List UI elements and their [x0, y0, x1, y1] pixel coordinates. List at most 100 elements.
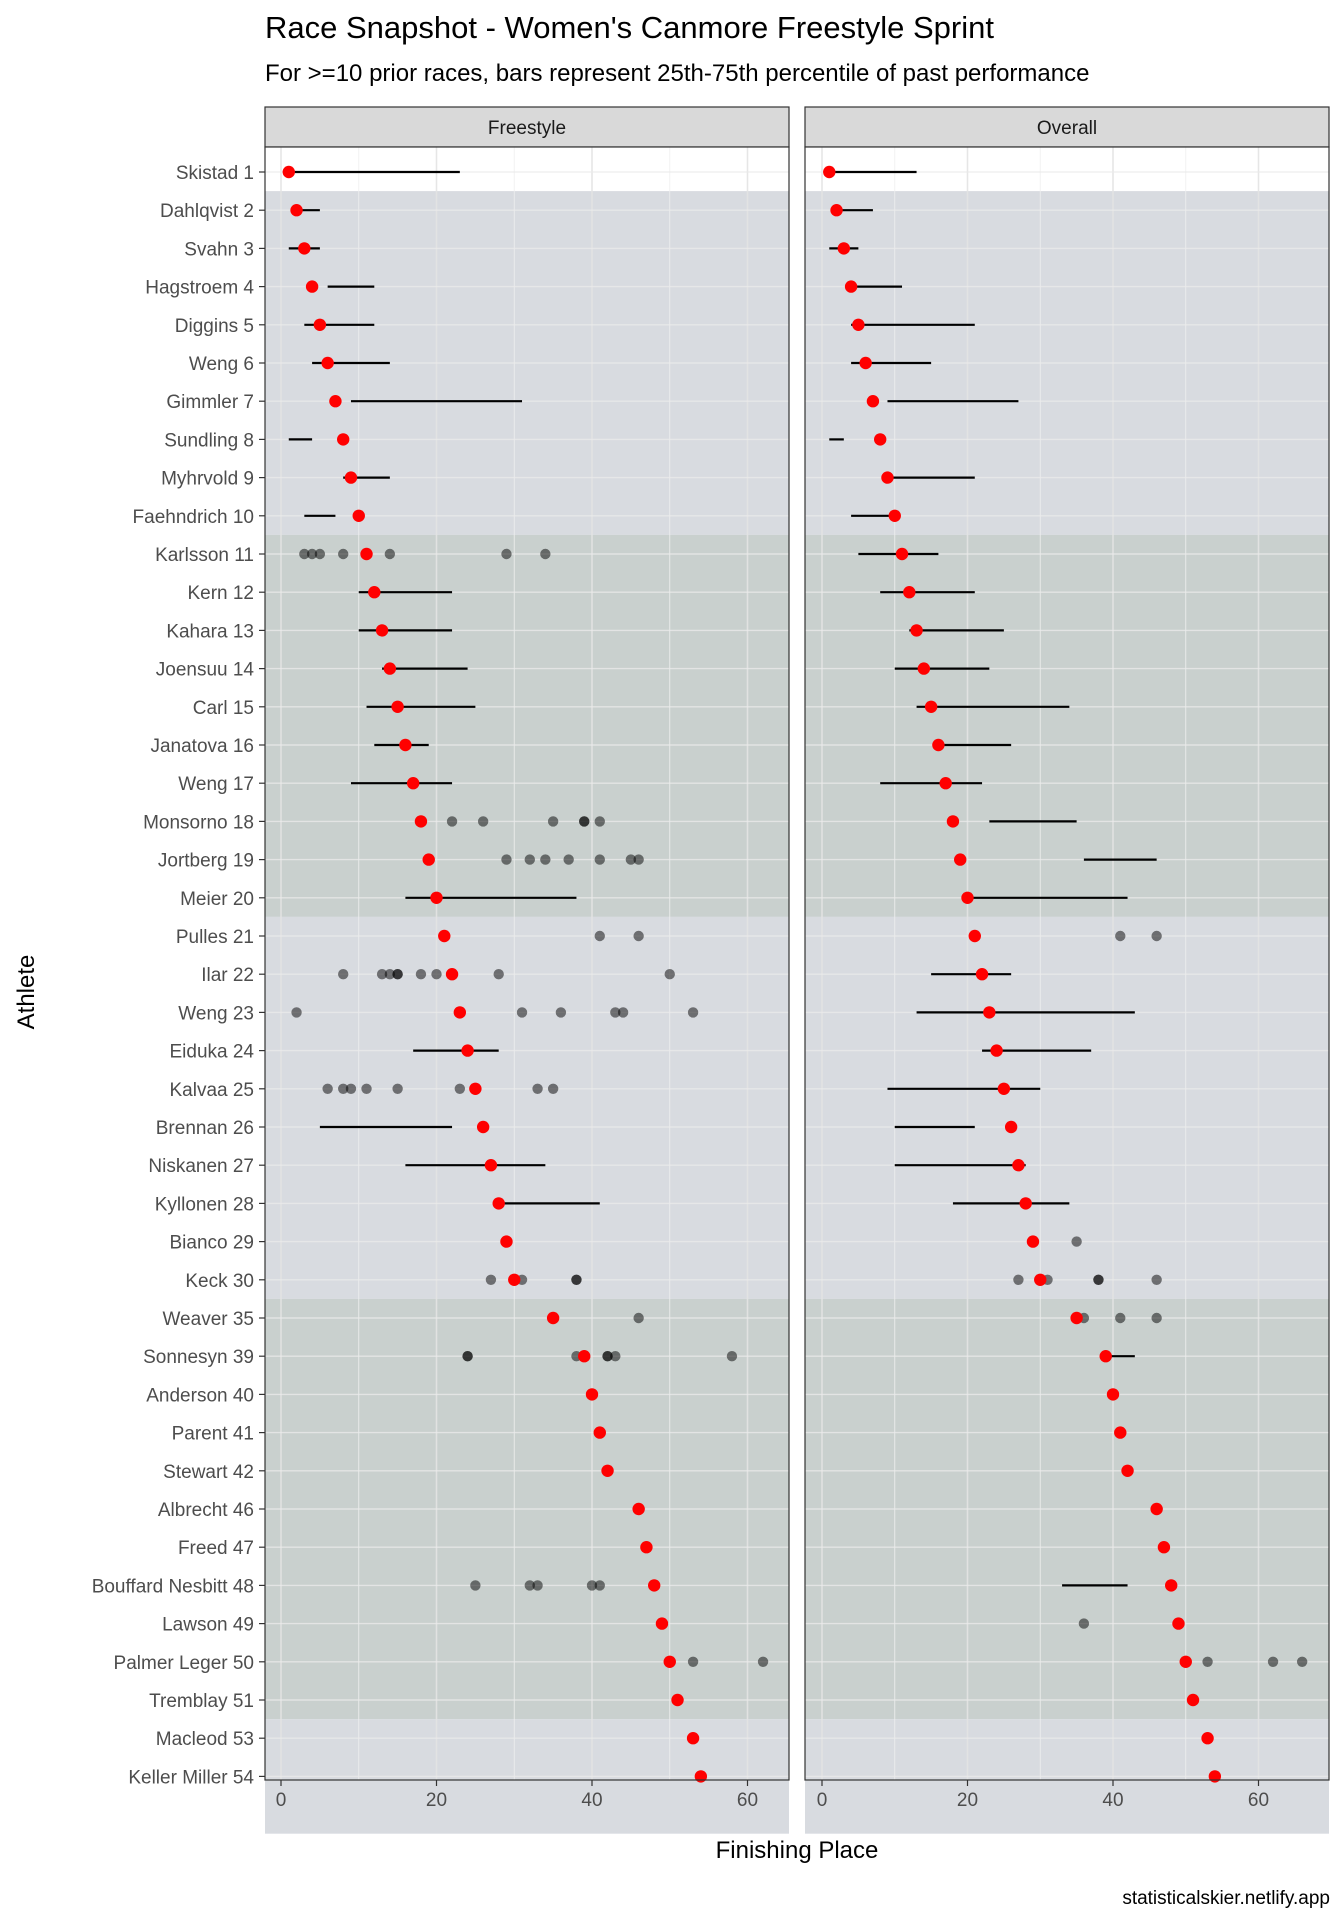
current-place-point: [578, 1350, 591, 1363]
current-place-point: [924, 700, 938, 713]
past-result-point: [1202, 1656, 1213, 1668]
caption: statisticalskier.netlify.app: [1122, 1888, 1330, 1909]
past-result-point: [516, 1007, 528, 1018]
past-result-point: [625, 854, 637, 865]
y-tick-label: Myhrvold 9: [161, 469, 254, 490]
current-place-point: [954, 853, 967, 866]
past-result-point: [586, 1580, 598, 1591]
past-result-point: [384, 548, 396, 560]
y-tick-label: Freed 47: [178, 1538, 254, 1559]
facets: Freestyle 0 20 40 60 Overall 0 20 40 60: [264, 106, 1330, 1834]
y-tick-label: Weng 6: [189, 354, 254, 375]
current-place-point: [391, 700, 404, 713]
current-place-point: [1179, 1655, 1192, 1669]
y-tick-label: Kahara 13: [166, 621, 254, 642]
past-result-point: [338, 548, 349, 560]
current-place-point: [430, 891, 443, 904]
past-result-point: [322, 1083, 333, 1095]
current-place-point: [1012, 1159, 1025, 1172]
y-tick-label: Bianco 29: [169, 1233, 254, 1254]
facet-freestyle: Freestyle 0 20 40 60: [264, 106, 790, 1834]
y-tick-label: Joensuu 14: [156, 660, 255, 681]
past-result-point: [446, 816, 458, 827]
past-result-point: [594, 816, 605, 827]
current-place-point: [648, 1579, 661, 1592]
current-place-point: [313, 318, 327, 331]
current-place-point: [1034, 1273, 1047, 1287]
past-result-point: [571, 1274, 582, 1286]
past-result-point: [547, 816, 559, 827]
current-place-point: [1165, 1579, 1178, 1592]
past-result-point: [633, 1312, 644, 1324]
past-result-point: [633, 854, 644, 865]
past-result-point: [361, 1083, 372, 1095]
y-tick-label: Diggins 5: [175, 316, 254, 337]
y-tick-label: Faehndrich 10: [133, 507, 254, 528]
past-result-point: [1071, 1236, 1082, 1247]
x-tick-label: 60: [1248, 1790, 1269, 1811]
past-result-point: [687, 1007, 699, 1018]
current-place-point: [282, 165, 295, 179]
y-tick-label: Gimmler 7: [166, 392, 254, 413]
panel-border: [804, 146, 1330, 1781]
past-result-point: [376, 969, 388, 980]
y-tick-label: Palmer Leger 50: [114, 1653, 254, 1674]
current-place-point: [422, 853, 435, 866]
past-result-point: [524, 854, 535, 865]
current-place-point: [492, 1197, 505, 1210]
current-place-point: [663, 1655, 676, 1669]
current-place-point: [932, 738, 945, 752]
past-result-point: [617, 1007, 629, 1018]
current-place-point: [1106, 1388, 1120, 1401]
y-tick-label: Weaver 35: [162, 1309, 254, 1330]
y-tick-label: Sonnesyn 39: [143, 1347, 254, 1368]
past-result-point: [485, 1274, 497, 1286]
past-result-point: [594, 1580, 605, 1591]
y-tick-label: Pulles 21: [176, 927, 254, 948]
current-place-point: [997, 1082, 1011, 1096]
current-place-point: [1150, 1502, 1163, 1516]
current-place-point: [640, 1541, 653, 1554]
facet-overall: Overall 0 20 40 60: [804, 106, 1330, 1834]
current-place-point: [352, 509, 365, 522]
current-place-point: [686, 1732, 700, 1745]
y-tick-label: Weng 17: [178, 774, 254, 795]
current-place-point: [910, 624, 923, 637]
current-place-point: [453, 1006, 467, 1019]
current-place-point: [476, 1120, 490, 1134]
current-place-point: [694, 1770, 708, 1783]
y-tick-label: Anderson 40: [146, 1385, 254, 1406]
strip-overall: [804, 106, 1330, 148]
current-place-point: [859, 356, 872, 370]
past-result-point: [1267, 1656, 1279, 1668]
current-place-point: [344, 471, 358, 484]
current-place-point: [1099, 1350, 1112, 1363]
past-result-point: [1151, 1312, 1162, 1324]
past-result-point: [1093, 1274, 1104, 1286]
y-tick-label: Albrecht 46: [158, 1500, 254, 1521]
past-result-point: [1013, 1274, 1024, 1286]
current-place-point: [508, 1273, 521, 1287]
current-place-point: [881, 471, 894, 484]
current-place-point: [399, 738, 412, 752]
current-place-point: [917, 662, 931, 675]
current-place-point: [360, 547, 373, 561]
y-tick-label: Karlsson 11: [155, 545, 254, 566]
y-tick-label: Lawson 49: [162, 1615, 254, 1636]
current-place-point: [837, 242, 851, 255]
current-place-point: [337, 433, 350, 446]
past-result-point: [1115, 1312, 1126, 1324]
past-result-point: [726, 1351, 738, 1362]
current-place-point: [601, 1464, 614, 1478]
current-place-point: [844, 280, 858, 293]
current-place-point: [500, 1235, 513, 1248]
past-result-point: [454, 1083, 466, 1095]
past-result-point: [532, 1580, 543, 1591]
x-axis-title: Finishing Place: [716, 1837, 879, 1864]
past-result-point: [1296, 1656, 1308, 1668]
past-result-point: [291, 1007, 302, 1018]
current-place-point: [1070, 1311, 1083, 1325]
current-place-point: [968, 929, 981, 943]
y-tick-label: Skistad 1: [176, 163, 254, 184]
current-place-point: [990, 1044, 1003, 1057]
